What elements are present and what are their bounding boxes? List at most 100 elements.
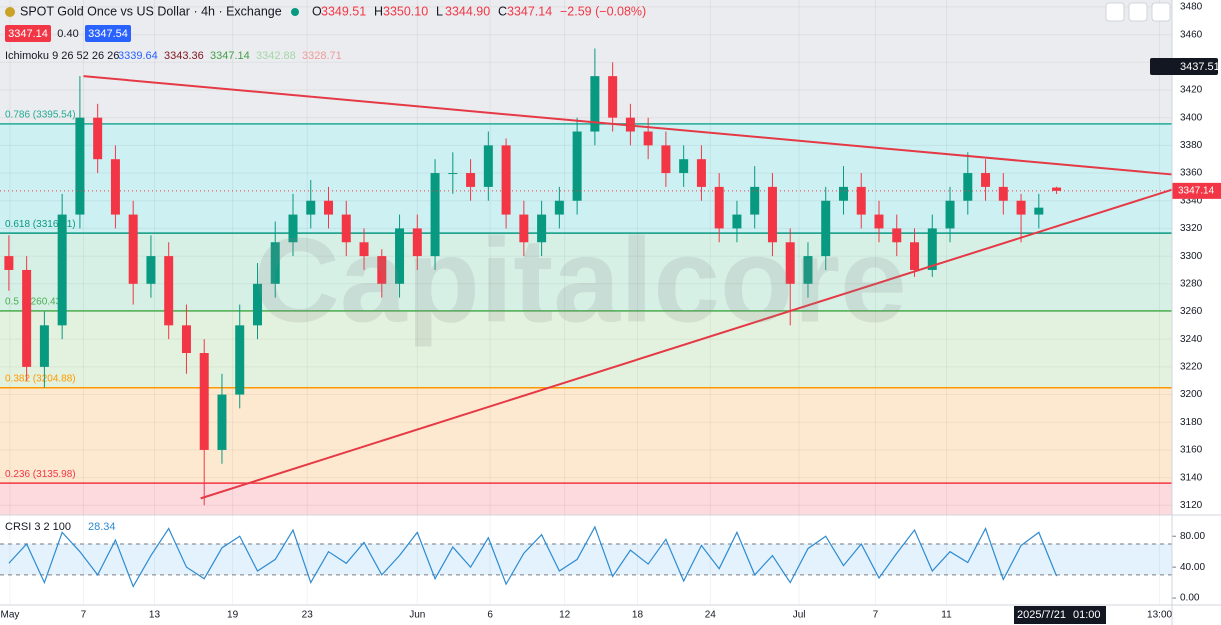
y-tick-label: 3160: [1180, 445, 1203, 456]
candle-body: [803, 256, 813, 284]
time-date: 2025/7/21: [1017, 609, 1066, 621]
candle-body: [128, 214, 138, 284]
sell-button[interactable]: [5, 25, 51, 42]
candle-body: [554, 200, 564, 215]
x-tick-label: 13:00: [1147, 610, 1172, 621]
candle-body: [252, 283, 262, 326]
candle-body: [483, 145, 493, 187]
candle-body: [714, 186, 724, 229]
buy-button[interactable]: [85, 25, 131, 42]
fib-band: [0, 483, 1172, 515]
y-tick-label: 3140: [1180, 472, 1203, 483]
candle-body: [750, 186, 760, 215]
ichimoku-value: 3328.71: [302, 50, 342, 62]
ohlc-key: C: [498, 4, 507, 18]
candle-body: [519, 214, 529, 243]
candle-body: [821, 200, 831, 257]
crsi-value: 28.34: [88, 521, 116, 533]
candle-body: [910, 242, 920, 270]
fib-band: [0, 233, 1172, 311]
ichimoku-value: 3347.14: [210, 50, 250, 62]
candle-body: [1016, 200, 1026, 215]
candle-body: [838, 186, 848, 201]
x-tick-label: 24: [705, 610, 717, 621]
y-tick-label: 3260: [1180, 306, 1203, 317]
candle-body: [146, 256, 156, 284]
candle-body: [945, 200, 955, 229]
candle-body: [324, 200, 334, 215]
candle-body: [1034, 207, 1044, 215]
candle-body: [306, 200, 316, 215]
x-tick-label: 7: [873, 610, 879, 621]
candle-body: [643, 131, 653, 146]
candle-body: [235, 325, 245, 395]
y-tick-label: 3280: [1180, 278, 1203, 289]
time-hour: 01:00: [1073, 609, 1101, 621]
candle-body: [39, 325, 49, 367]
candle-body: [1052, 187, 1062, 191]
candle-body: [359, 242, 369, 257]
candle-body: [590, 76, 600, 132]
status-dot: [291, 8, 299, 16]
y-tick-label: 3360: [1180, 168, 1203, 179]
candle-body: [288, 214, 298, 243]
candle-body: [856, 186, 866, 215]
crosshair-price: 3437.51: [1180, 61, 1220, 73]
ohlc-value: 3344.90: [445, 4, 490, 18]
ohlc-value: 3347.14: [507, 4, 552, 18]
x-tick-label: Jun: [409, 610, 425, 621]
fib-label: 0.236 (3135.98): [5, 469, 76, 480]
trendline: [200, 188, 1173, 500]
ohlc-key: O: [312, 4, 322, 18]
candle-body: [679, 159, 689, 174]
candle-body: [217, 394, 227, 450]
window-button[interactable]: [1151, 2, 1171, 22]
candle-body: [661, 145, 671, 174]
ohlc-key: L: [436, 4, 443, 18]
x-tick-label: Jul: [793, 610, 806, 621]
crsi-tick-label: 80.00: [1180, 531, 1205, 542]
symbol-icon: [5, 7, 15, 17]
candle-body: [430, 173, 440, 257]
candle-body: [767, 186, 777, 243]
y-tick-label: 3320: [1180, 223, 1203, 234]
candle-body: [963, 173, 973, 201]
time-tag: [1014, 606, 1106, 624]
candle-body: [448, 173, 458, 175]
candle-body: [892, 228, 902, 243]
scroll-down-button[interactable]: [1105, 2, 1125, 22]
x-tick-label: 18: [632, 610, 644, 621]
y-tick-label: 3120: [1180, 500, 1203, 511]
fib-label: 0.618 (3316.61): [5, 219, 76, 230]
candle-body: [412, 228, 422, 257]
x-tick-label: May: [0, 610, 19, 621]
y-tick-label: 3220: [1180, 362, 1203, 373]
candle-body: [57, 214, 67, 326]
sell-price: 3347.14: [8, 28, 48, 40]
candle-body: [93, 117, 103, 160]
candle-body: [785, 242, 795, 284]
y-tick-label: 3400: [1180, 112, 1203, 123]
crsi-tick-label: 0.00: [1180, 593, 1200, 604]
symbol-title: SPOT Gold Once vs US Dollar · 4h · Excha…: [20, 4, 282, 18]
ichimoku-value: 3339.64: [118, 50, 158, 62]
candle-body: [981, 173, 991, 187]
x-tick-label: 7: [81, 610, 87, 621]
y-tick-label: 3340: [1180, 195, 1203, 206]
x-tick-label: 11: [941, 610, 952, 621]
fullscreen-button[interactable]: [1128, 2, 1148, 22]
fib-label: 0.786 (3395.54): [5, 109, 76, 120]
ohlc-value: 3350.10: [383, 4, 428, 18]
y-tick-label: 3460: [1180, 29, 1203, 40]
x-tick-label: 12: [559, 610, 571, 621]
candle-body: [537, 214, 547, 243]
y-tick-label: 3380: [1180, 140, 1203, 151]
watermark: Capitalcore: [253, 214, 907, 348]
buy-price: 3347.54: [88, 28, 128, 40]
ohlc-value: 3349.51: [321, 4, 366, 18]
change: −2.59 (−0.08%): [560, 4, 646, 18]
x-tick-label: 6: [487, 610, 493, 621]
candle-body: [572, 131, 582, 201]
y-tick-label: 3420: [1180, 85, 1203, 96]
